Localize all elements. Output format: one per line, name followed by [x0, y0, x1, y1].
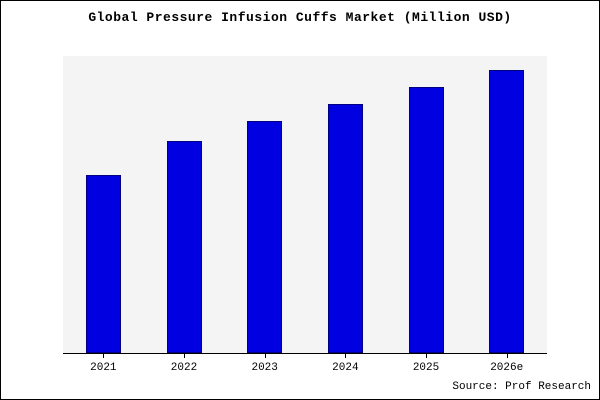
x-axis-labels: 2021 2022 2023 2024 2025 2026e — [63, 353, 547, 374]
x-tick-mark — [506, 354, 508, 358]
bar-2024 — [327, 104, 363, 353]
plot-area — [63, 56, 547, 353]
bar-slot-2025 — [386, 56, 467, 353]
x-tick-label-2022: 2022 — [144, 354, 225, 374]
x-tick-label-2024: 2024 — [305, 354, 386, 374]
x-tick-label-2021: 2021 — [63, 354, 144, 374]
bar-2023 — [247, 121, 283, 353]
x-tick-mark — [264, 354, 266, 358]
x-tick-label-2026e: 2026e — [466, 354, 547, 374]
bar-slot-2022 — [144, 56, 225, 353]
bar-slot-2021 — [63, 56, 144, 353]
bar-slot-2023 — [224, 56, 305, 353]
bar-slot-2024 — [305, 56, 386, 353]
x-tick-label-2025: 2025 — [386, 354, 467, 374]
bar-2022 — [166, 140, 202, 353]
bar-2021 — [85, 174, 121, 353]
x-tick-mark — [426, 354, 428, 358]
chart-area: 2021 2022 2023 2024 2025 2026e — [63, 56, 547, 374]
x-tick-mark — [345, 354, 347, 358]
x-tick-label-2023: 2023 — [224, 354, 305, 374]
bar-2026e — [489, 70, 525, 353]
chart-title: Global Pressure Infusion Cuffs Market (M… — [88, 10, 512, 25]
bar-slot-2026e — [466, 56, 547, 353]
x-tick-mark — [103, 354, 105, 358]
bar-2025 — [408, 87, 444, 353]
x-tick-mark — [184, 354, 185, 358]
source-attribution: Source: Prof Research — [452, 381, 591, 393]
